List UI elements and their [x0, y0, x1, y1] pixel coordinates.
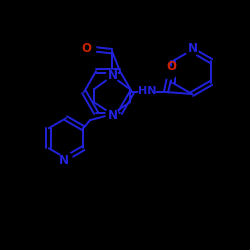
Text: O: O	[166, 60, 176, 74]
Text: O: O	[81, 42, 91, 55]
Text: N: N	[108, 69, 118, 82]
Circle shape	[164, 67, 176, 79]
Text: N: N	[59, 154, 69, 167]
Text: N: N	[108, 109, 118, 122]
Circle shape	[60, 152, 72, 164]
Text: HN: HN	[138, 86, 156, 96]
Circle shape	[84, 43, 96, 55]
Text: N: N	[188, 42, 198, 56]
Circle shape	[186, 44, 198, 56]
Circle shape	[106, 108, 118, 120]
Circle shape	[139, 84, 155, 100]
Circle shape	[106, 70, 118, 82]
